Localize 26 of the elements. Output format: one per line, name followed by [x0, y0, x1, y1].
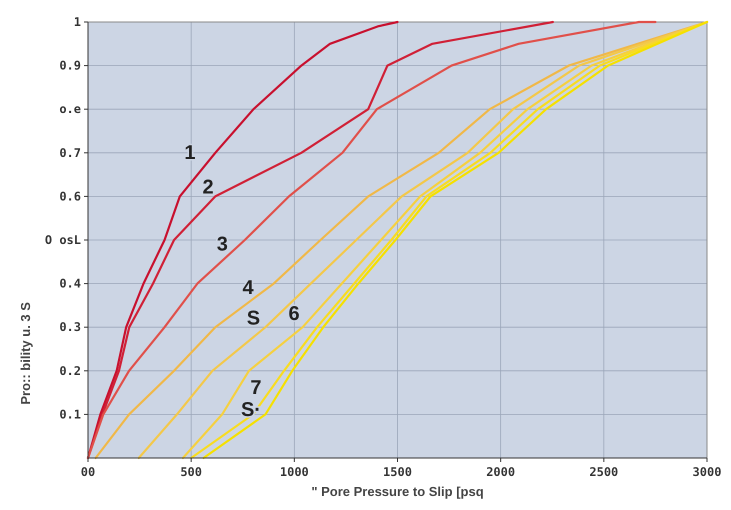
y-tick-label: o.e [59, 102, 81, 116]
x-tick-label: 00 [80, 465, 96, 479]
x-axis-title: " Pore Pressure to Slip [psq [311, 484, 484, 499]
y-tick-label: 0.3 [59, 320, 81, 334]
annotation: 4 [242, 276, 255, 299]
y-tick-label: 0.4 [59, 276, 81, 291]
y-tick-label: O osL [44, 233, 81, 247]
x-tick-label: 1000 [280, 465, 309, 479]
y-tick-label: 1 [74, 15, 81, 29]
y-axis-title: Pro:: bility u. 3 S [18, 302, 33, 405]
x-tick-label: 2500 [589, 465, 618, 479]
annotation: 6 [288, 303, 300, 326]
y-tick-label: 0.7 [59, 146, 81, 160]
x-tick-label: 500 [180, 465, 202, 479]
y-tick-label: 0.9 [59, 58, 81, 73]
annotation: S [246, 307, 260, 330]
x-tick-label: 2000 [486, 465, 516, 479]
y-tick-label: 0.2 [59, 364, 81, 378]
y-tick-label: 0.1 [59, 407, 81, 422]
annotation: 7 [250, 377, 262, 400]
annotation: 3 [216, 233, 228, 256]
x-tick-label: 3000 [692, 465, 722, 479]
annotation: 2 [202, 176, 214, 199]
annotation: 1 [184, 142, 196, 164]
y-tick-label: 0.6 [59, 189, 81, 204]
x-tick-label: 1500 [383, 465, 412, 479]
